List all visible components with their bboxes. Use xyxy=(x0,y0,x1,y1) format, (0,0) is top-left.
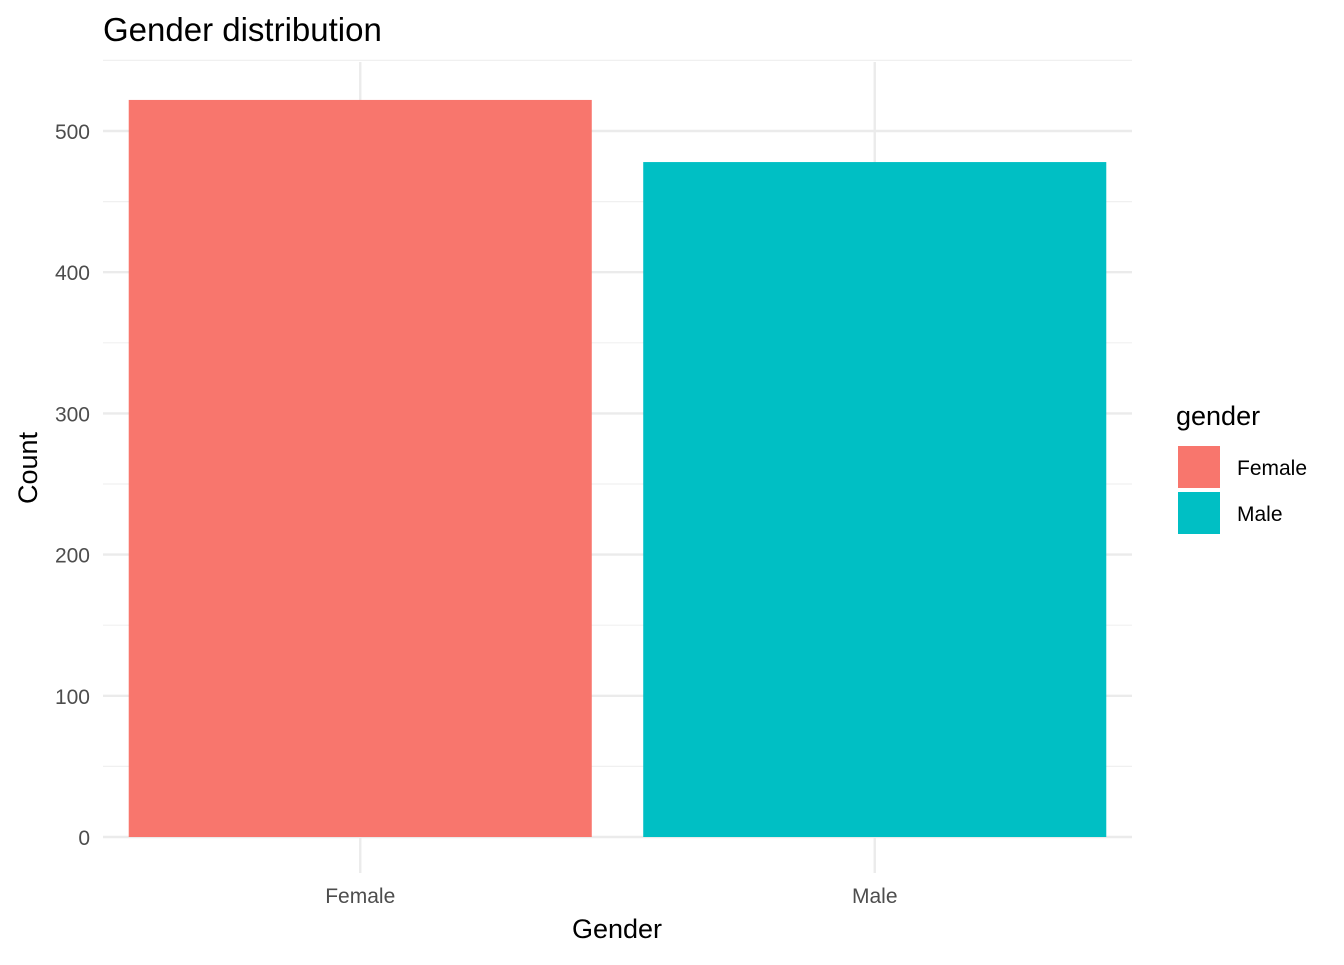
legend-items: Female Male xyxy=(1178,446,1307,534)
y-tick-label: 0 xyxy=(78,827,90,850)
y-tick-label: 200 xyxy=(55,545,90,568)
x-tick-label: Female xyxy=(325,885,395,908)
legend: gender Female Male xyxy=(1176,401,1307,534)
legend-title: gender xyxy=(1176,401,1260,431)
bar-female xyxy=(128,99,592,838)
x-axis-ticks: Female Male xyxy=(325,885,897,908)
legend-swatch-male xyxy=(1178,492,1220,534)
y-axis-ticks: 0 100 200 300 400 500 xyxy=(55,121,90,850)
legend-label: Male xyxy=(1237,503,1283,526)
y-tick-label: 400 xyxy=(55,262,90,285)
x-axis-label: Gender xyxy=(572,914,662,944)
y-tick-label: 100 xyxy=(55,686,90,709)
y-tick-label: 300 xyxy=(55,403,90,426)
y-axis-label: Count xyxy=(13,431,43,504)
bar-male xyxy=(643,162,1107,838)
y-tick-label: 500 xyxy=(55,121,90,144)
legend-label: Female xyxy=(1237,457,1307,480)
x-tick-label: Male xyxy=(852,885,898,908)
legend-swatch-female xyxy=(1178,446,1220,488)
bars xyxy=(128,99,1107,838)
chart-title: Gender distribution xyxy=(103,11,382,48)
